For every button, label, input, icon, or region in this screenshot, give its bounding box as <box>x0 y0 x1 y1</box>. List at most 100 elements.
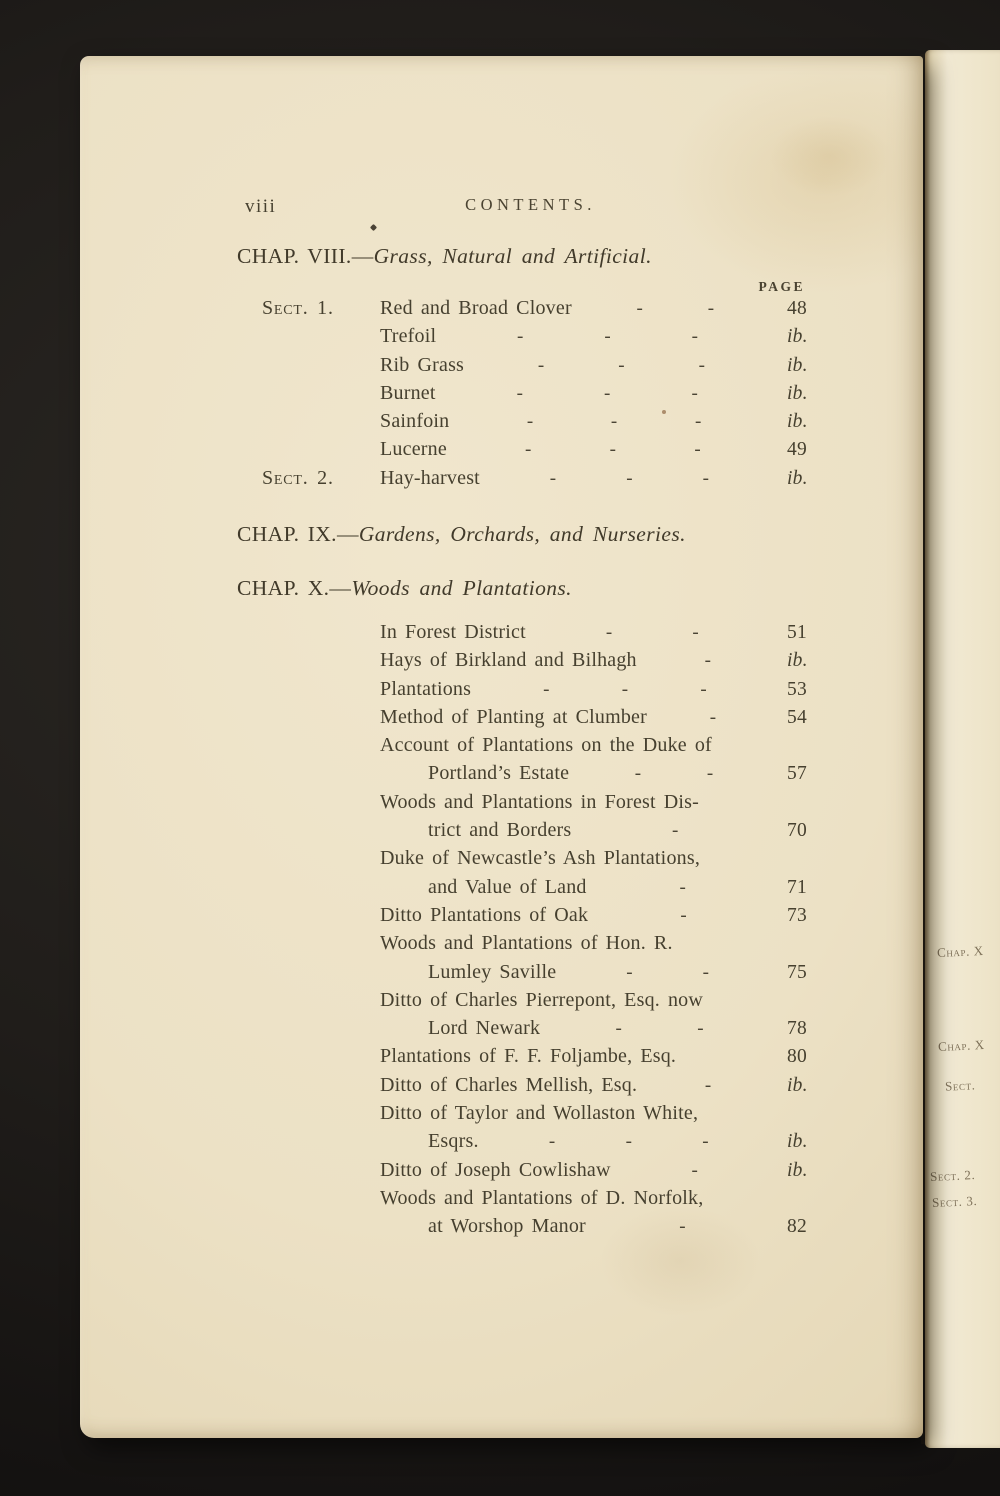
leader-dash: - <box>636 298 644 319</box>
page-number: 82 <box>787 1216 807 1238</box>
section-label: Sect. 2. <box>262 466 334 489</box>
leader-dash: - <box>549 467 557 489</box>
leader-dash: - <box>516 382 524 404</box>
next-page-fragment: Chap. X <box>937 1036 986 1055</box>
toc-row: Ditto of Joseph Cowlishaw - ib. <box>380 1156 835 1184</box>
toc-row: In Forest District - -51 <box>380 618 835 646</box>
chapter-title: Gardens, Orchards, and Nurseries. <box>358 522 686 546</box>
toc-row: Plantations of F. F. Foljambe, Esq. 80 <box>380 1042 835 1070</box>
toc-row: Ditto of Charles Pierrepont, Esq. now <box>380 986 835 1014</box>
page-number: ib. <box>787 382 808 404</box>
toc-row: Burnet - - - ib. <box>262 379 835 407</box>
page-number: 78 <box>787 1018 807 1040</box>
leader-dash: - <box>537 354 545 376</box>
toc-entry-text: Esqrs. <box>428 1130 479 1153</box>
chapter-heading-x: CHAP. X.—Woods and Plantations. <box>237 576 863 601</box>
page-number: ib. <box>787 411 808 433</box>
toc-row: Rib Grass - - - ib. <box>262 351 835 379</box>
leader-dash: - <box>702 467 710 489</box>
page-number: 80 <box>787 1046 807 1068</box>
leader-dash: - <box>709 706 717 728</box>
leader-dashes: --- <box>449 408 779 436</box>
leader-dash: - <box>618 354 625 376</box>
toc-entry-text: Rib Grass <box>380 353 465 376</box>
leader-dashes: - <box>637 647 779 675</box>
toc-row: Woods and Plantations of D. Norfolk, <box>380 1184 835 1212</box>
leader-dash: - <box>625 1131 633 1153</box>
page-number: 73 <box>787 904 807 926</box>
leader-dash: - <box>604 326 611 348</box>
toc-entry-text: Woods and Plantations of D. Norfolk, <box>380 1186 704 1209</box>
toc-row: at Worshop Manor - 82 <box>380 1212 835 1240</box>
page-number: ib. <box>787 354 808 376</box>
leader-dash: - <box>634 763 642 785</box>
toc-row: Ditto of Charles Mellish, Esq. - ib. <box>380 1071 835 1099</box>
next-page-edge: Chap. X Chap. X Sect. Sect. 2. Sect. 3. <box>925 50 1000 1448</box>
leader-dash: - <box>702 961 710 983</box>
folio-number: viii <box>245 196 277 217</box>
leader-dashes: --- <box>436 380 779 408</box>
leader-dashes: -- <box>540 1015 779 1043</box>
toc-row: Lucerne - - - 49 <box>262 435 835 463</box>
leader-dashes: -- <box>572 295 779 323</box>
page-number: 53 <box>787 678 807 700</box>
leader-dashes: - <box>647 704 779 732</box>
leader-dash: - <box>704 1074 712 1096</box>
toc-entry-text: Ditto of Charles Mellish, Esq. <box>380 1073 638 1096</box>
toc-entry-text: Portland’s Estate <box>428 762 570 785</box>
page-number: 70 <box>787 820 807 842</box>
leader-dash: - <box>610 411 618 433</box>
chapter-number: CHAP. X.— <box>237 576 352 600</box>
toc-row: Sainfoin - - - ib. <box>262 407 835 435</box>
leader-dash: - <box>679 1216 686 1238</box>
toc-entry-text: Ditto Plantations of Oak <box>380 903 589 926</box>
leader-dash: - <box>694 439 701 461</box>
book-page: viii CONTENTS. CHAP. VIII.—Grass, Natura… <box>80 56 923 1438</box>
page-fold-crease <box>921 54 925 1444</box>
page-number: 51 <box>787 622 807 643</box>
toc-entry-text: Lord Newark <box>428 1017 541 1040</box>
toc-entry-text: and Value of Land <box>428 875 587 898</box>
paper-stain <box>770 116 890 196</box>
section-label: Sect. 1. <box>262 297 334 319</box>
toc-entry-text: Lumley Saville <box>428 960 557 983</box>
toc-row: Sect. 2. Hay-harvest - - - ib. <box>262 464 835 492</box>
toc-entry-text: Hay-harvest <box>380 466 480 489</box>
page-number: ib. <box>787 1159 808 1181</box>
toc-row: Lord Newark - - 78 <box>380 1014 835 1042</box>
leader-dash: - <box>525 439 532 461</box>
leader-dashes: --- <box>436 323 779 351</box>
page-column-label: PAGE <box>758 279 805 294</box>
toc-entry-text: Woods and Plantations in Forest Dis- <box>380 790 700 813</box>
next-page-fragment: Sect. <box>944 1077 976 1094</box>
leader-dashes: - <box>637 1072 779 1100</box>
leader-dash: - <box>605 622 613 643</box>
leader-dash: - <box>704 650 712 672</box>
leader-dashes: --- <box>480 465 779 493</box>
leader-dashes: -- <box>569 760 779 788</box>
leader-dashes: --- <box>479 1128 779 1156</box>
toc-row: Account of Plantations on the Duke of <box>380 731 835 759</box>
leader-dash: - <box>680 904 687 926</box>
page-number: 48 <box>787 298 807 319</box>
leader-dash: - <box>621 678 629 700</box>
leader-dash: - <box>694 411 702 433</box>
leader-dash: - <box>615 1018 622 1040</box>
leader-dash: - <box>691 326 699 348</box>
next-page-fragment: Sect. 3. <box>931 1193 978 1210</box>
next-page-fragment: Sect. 2. <box>929 1167 976 1184</box>
leader-dash: - <box>609 439 617 461</box>
leader-dash: - <box>548 1131 556 1153</box>
toc-entry-text: Red and Broad Clover <box>380 297 572 319</box>
page-title: CONTENTS. <box>465 195 596 214</box>
toc-row: Woods and Plantations of Hon. R. <box>380 929 835 957</box>
page-number: 57 <box>787 763 807 785</box>
leader-dash: - <box>691 1159 699 1181</box>
toc-entry-text: Burnet <box>380 381 436 404</box>
leader-dash: - <box>543 678 550 700</box>
leader-dash: - <box>692 622 699 643</box>
leader-dashes: --- <box>447 436 779 464</box>
toc-row: Plantations - - - 53 <box>380 675 835 703</box>
toc-row: Portland’s Estate - - 57 <box>380 759 835 787</box>
toc-row: Ditto Plantations of Oak - 73 <box>380 901 835 929</box>
